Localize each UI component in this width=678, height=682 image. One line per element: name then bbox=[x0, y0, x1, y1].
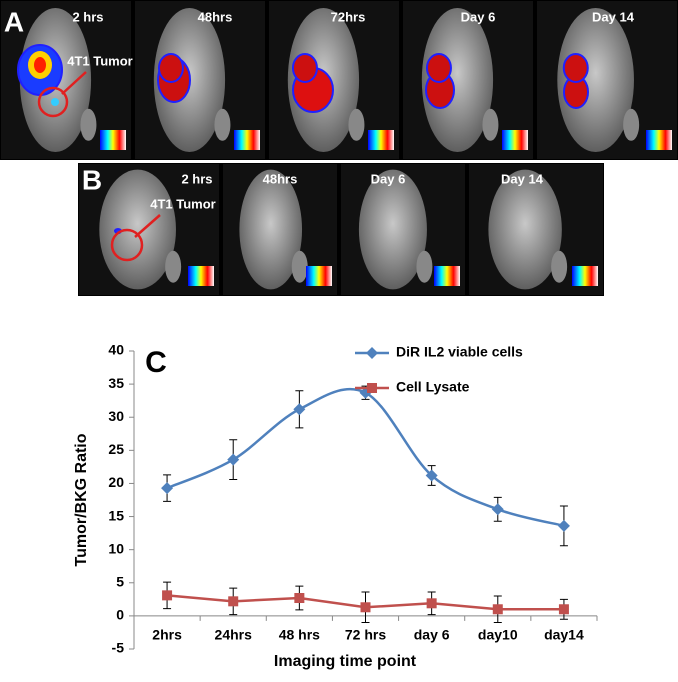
timepoint-label: Day 14 bbox=[501, 171, 544, 186]
timepoint-label: Day 6 bbox=[461, 9, 496, 24]
mouse-leg bbox=[551, 250, 568, 283]
tumor-circle bbox=[37, 86, 69, 118]
data-point bbox=[426, 598, 437, 609]
tumor-circle bbox=[110, 228, 144, 262]
x-tick-label: day 6 bbox=[414, 627, 450, 643]
tumor-arrow bbox=[134, 214, 161, 238]
color-scale bbox=[572, 266, 598, 286]
signal bbox=[291, 53, 318, 83]
signal bbox=[157, 53, 184, 83]
timepoint-label: Day 14 bbox=[592, 9, 635, 24]
panel-c: -5 0 5 10 15 20 25 30 35 40 2hrs 24hrs 48 hrs 72 hrs d… bbox=[73, 342, 598, 670]
mouse-leg bbox=[165, 250, 182, 283]
panel-letter: C bbox=[145, 346, 167, 379]
tumor-annotation: 4T1 Tumor bbox=[67, 53, 133, 68]
color-scale bbox=[502, 130, 528, 150]
mouse-body bbox=[421, 8, 494, 152]
color-scale bbox=[434, 266, 460, 286]
timepoint-label: Day 6 bbox=[371, 171, 406, 186]
x-tick-label: day14 bbox=[544, 627, 584, 643]
mouse-leg bbox=[623, 108, 640, 141]
data-point bbox=[492, 604, 503, 615]
y-axis-label: Tumor/BKG Ratio bbox=[73, 433, 90, 566]
y-tick-label: 30 bbox=[108, 408, 124, 424]
signal bbox=[51, 98, 59, 106]
series-line bbox=[166, 387, 565, 528]
data-point bbox=[293, 403, 306, 416]
x-tick-label: 2hrs bbox=[152, 627, 182, 643]
mouse-leg bbox=[416, 250, 433, 283]
x-tick-label: day10 bbox=[478, 627, 518, 643]
mouse-body bbox=[239, 169, 303, 290]
panel-b: 2 hrs 48hrs Day 6 Day 14 B 4T1 Tumor bbox=[78, 163, 604, 296]
data-point bbox=[557, 519, 570, 532]
legend-label: Cell Lysate bbox=[396, 379, 470, 395]
mouse-leg bbox=[482, 108, 499, 141]
signal bbox=[425, 53, 452, 83]
y-tick-label: 5 bbox=[116, 573, 124, 589]
color-scale bbox=[306, 266, 332, 286]
timepoint-label: 72hrs bbox=[331, 9, 366, 24]
y-tick-label: 20 bbox=[108, 474, 124, 490]
panel-letter: A bbox=[4, 6, 24, 37]
legend-label: DiR IL2 viable cells bbox=[396, 344, 523, 360]
mouse-body bbox=[557, 8, 634, 152]
signal bbox=[562, 53, 589, 83]
legend-marker bbox=[366, 347, 378, 359]
color-scale bbox=[100, 130, 126, 150]
signal bbox=[34, 57, 46, 73]
data-point bbox=[360, 602, 371, 613]
x-tick-label: 24hrs bbox=[215, 627, 253, 643]
y-tick-label: 0 bbox=[116, 607, 124, 623]
data-point bbox=[161, 482, 174, 495]
panel-letter: B bbox=[82, 164, 102, 195]
color-scale bbox=[368, 130, 394, 150]
data-point bbox=[425, 469, 438, 482]
mouse-body bbox=[99, 169, 176, 290]
x-axis-label: Imaging time point bbox=[274, 653, 417, 670]
x-tick-label: 48 hrs bbox=[279, 627, 320, 643]
mouse-leg bbox=[214, 108, 231, 141]
mouse-leg bbox=[80, 108, 97, 141]
timepoint-label: 48hrs bbox=[198, 9, 233, 24]
y-tick-label: 25 bbox=[108, 441, 124, 457]
data-point bbox=[294, 593, 305, 604]
color-scale bbox=[234, 130, 260, 150]
legend-marker bbox=[367, 383, 377, 393]
y-tick-label: 40 bbox=[108, 342, 124, 358]
mouse-body bbox=[488, 169, 562, 290]
y-tick-label: 10 bbox=[108, 540, 124, 556]
y-tick-label: 35 bbox=[108, 375, 124, 391]
data-point bbox=[228, 596, 239, 607]
mouse-body bbox=[358, 169, 427, 290]
data-point bbox=[227, 453, 240, 466]
tumor-arrow bbox=[61, 71, 87, 95]
tumor-annotation: 4T1 Tumor bbox=[150, 196, 216, 211]
mouse-leg bbox=[348, 108, 365, 141]
timepoint-label: 2 hrs bbox=[72, 9, 103, 24]
timepoint-label: 2 hrs bbox=[181, 171, 212, 186]
x-tick-label: 72 hrs bbox=[345, 627, 386, 643]
color-scale bbox=[646, 130, 672, 150]
data-point bbox=[558, 604, 569, 615]
color-scale bbox=[188, 266, 214, 286]
y-tick-label: -5 bbox=[112, 640, 125, 656]
data-point bbox=[491, 503, 504, 516]
panel-a: 2 hrs 48hrs 72hrs Day 6 Day 14 A 4T1 Tumor bbox=[0, 0, 678, 160]
mouse-leg bbox=[291, 250, 308, 283]
y-tick-label: 15 bbox=[108, 507, 124, 523]
data-point bbox=[162, 590, 173, 601]
timepoint-label: 48hrs bbox=[263, 171, 298, 186]
